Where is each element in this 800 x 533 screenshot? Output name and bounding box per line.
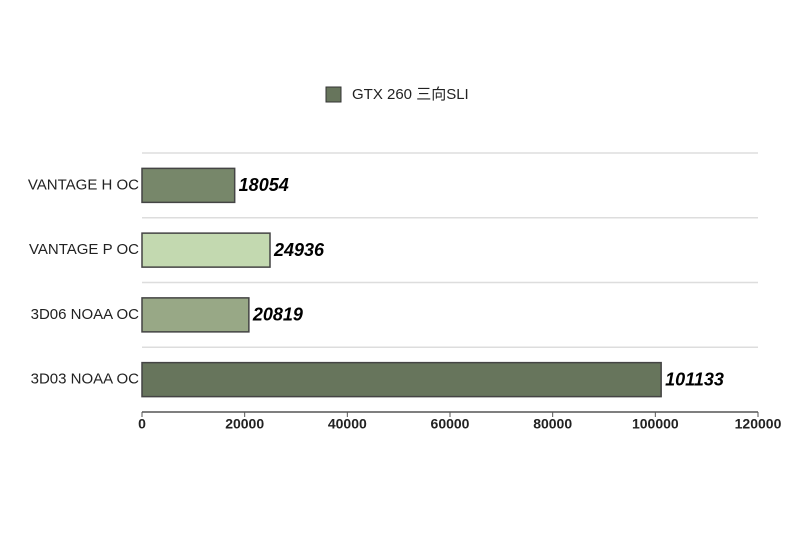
x-tick-label: 60000: [431, 416, 470, 432]
x-tick-label: 80000: [533, 416, 572, 432]
data-label: 24936: [273, 240, 325, 260]
x-tick-label: 100000: [632, 416, 679, 432]
x-tick-label: 40000: [328, 416, 367, 432]
y-tick-label: 3D03 NOAA OC: [31, 371, 140, 388]
y-tick-label: VANTAGE H OC: [28, 176, 139, 193]
bar: [141, 232, 271, 268]
x-tick-label: 20000: [225, 416, 264, 432]
legend-swatch: [325, 86, 342, 103]
bar: [141, 167, 236, 204]
x-tick-label: 120000: [735, 416, 782, 432]
y-tick-label: 3D06 NOAA OC: [31, 306, 140, 323]
x-tick-label: 0: [138, 416, 146, 432]
data-label: 18054: [239, 175, 289, 195]
legend-label: GTX 260 三向SLI: [352, 86, 469, 103]
data-label: 101133: [665, 369, 724, 389]
y-tick-label: VANTAGE P OC: [29, 241, 139, 258]
bar: [141, 297, 250, 333]
bar: [141, 361, 662, 398]
data-label: 20819: [252, 305, 303, 325]
